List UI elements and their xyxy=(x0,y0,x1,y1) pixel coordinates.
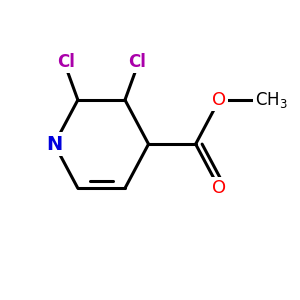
Text: Cl: Cl xyxy=(128,53,146,71)
Text: CH$_3$: CH$_3$ xyxy=(254,90,287,110)
Text: Cl: Cl xyxy=(57,53,75,71)
Text: O: O xyxy=(212,91,226,109)
Text: O: O xyxy=(212,179,226,197)
Text: N: N xyxy=(46,135,62,154)
